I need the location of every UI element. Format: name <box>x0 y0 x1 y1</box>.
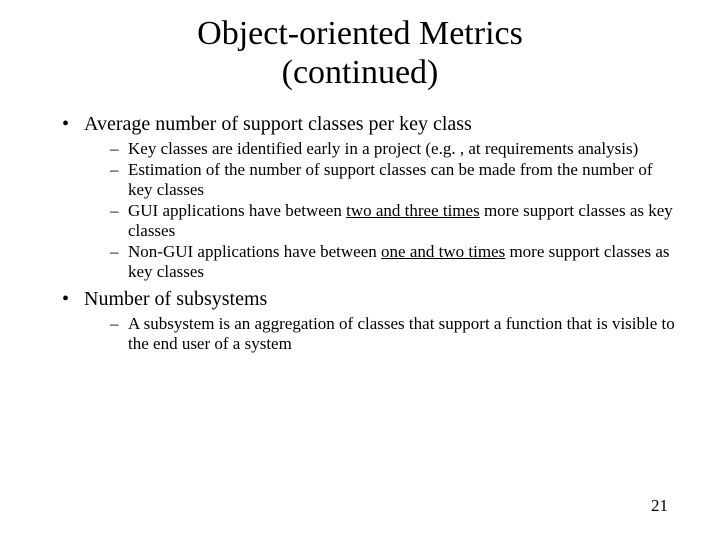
bullet-2-sub-1: A subsystem is an aggregation of classes… <box>110 314 680 354</box>
slide-title: Object-oriented Metrics (continued) <box>40 14 680 92</box>
page-number: 21 <box>651 496 668 516</box>
bullet-list: Average number of support classes per ke… <box>40 112 680 353</box>
bullet-1: Average number of support classes per ke… <box>62 112 680 282</box>
slide: Object-oriented Metrics (continued) Aver… <box>0 0 720 540</box>
bullet-1-sub-4: Non-GUI applications have between one an… <box>110 242 680 282</box>
bullet-1-sublist: Key classes are identified early in a pr… <box>84 139 680 282</box>
title-line-2: (continued) <box>282 54 439 91</box>
bullet-2-sub-1-text: A subsystem is an aggregation of classes… <box>128 314 675 353</box>
bullet-1-sub-3: GUI applications have between two and th… <box>110 201 680 241</box>
bullet-1-sub-3-underline: two and three times <box>346 201 480 220</box>
bullet-1-sub-2-text: Estimation of the number of support clas… <box>128 160 653 199</box>
bullet-2: Number of subsystems A subsystem is an a… <box>62 287 680 354</box>
bullet-1-sub-2: Estimation of the number of support clas… <box>110 160 680 200</box>
title-line-1: Object-oriented Metrics <box>197 15 523 52</box>
bullet-1-text: Average number of support classes per ke… <box>84 113 472 135</box>
bullet-1-sub-4-pre: Non-GUI applications have between <box>128 242 381 261</box>
bullet-1-sub-4-underline: one and two times <box>381 242 505 261</box>
bullet-1-sub-1: Key classes are identified early in a pr… <box>110 139 680 159</box>
bullet-2-sublist: A subsystem is an aggregation of classes… <box>84 314 680 354</box>
bullet-2-text: Number of subsystems <box>84 288 267 310</box>
bullet-1-sub-1-text: Key classes are identified early in a pr… <box>128 139 638 158</box>
bullet-1-sub-3-pre: GUI applications have between <box>128 201 346 220</box>
